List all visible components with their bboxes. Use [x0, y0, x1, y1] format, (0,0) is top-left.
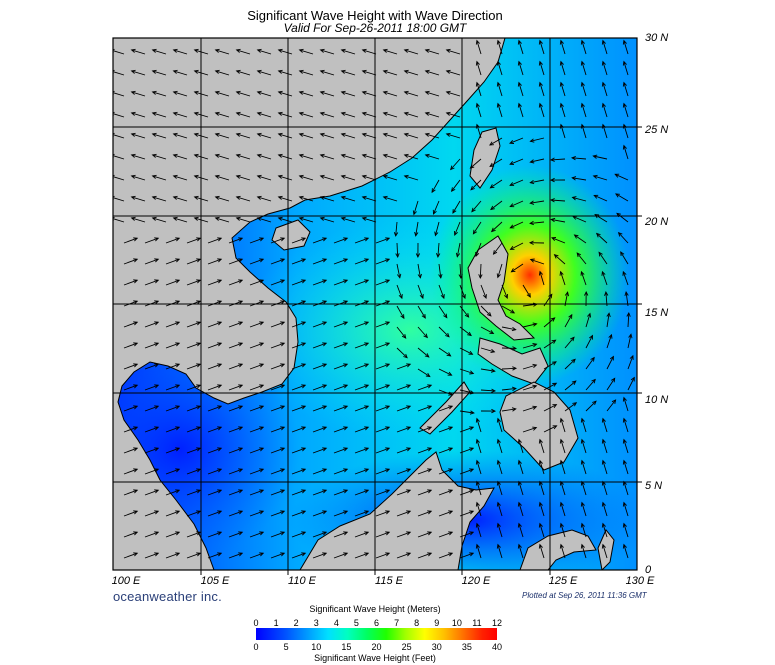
- map-subtitle: Valid For Sep-26-2011 18:00 GMT: [283, 21, 467, 35]
- graticule: [113, 38, 637, 570]
- sulawesi-island: [519, 529, 597, 570]
- luzon-island: [467, 235, 536, 341]
- y-tick-label: 5 N: [645, 480, 663, 492]
- x-tick-label: 110 E: [288, 575, 316, 587]
- colorbar-meters-tick: 7: [394, 618, 400, 628]
- colorbar-meters-tick: 12: [491, 618, 503, 628]
- colorbar-feet-tick: 5: [283, 642, 289, 652]
- plotted-timestamp: Plotted at Sep 26, 2011 11:36 GMT: [522, 591, 647, 600]
- y-tick-label: 15 N: [645, 307, 669, 319]
- visayas-islands: [477, 337, 549, 385]
- wave-direction-arrows: [113, 39, 635, 559]
- colorbar-title-feet: Significant Wave Height (Feet): [314, 653, 436, 663]
- colorbar-title-meters: Significant Wave Height (Meters): [309, 604, 441, 614]
- y-tick-label: 0: [645, 564, 652, 576]
- colorbar-meters-tick: 0: [253, 618, 259, 628]
- colorbar-meters-tick: 5: [353, 618, 359, 628]
- colorbar-feet-tick: 20: [371, 642, 382, 652]
- colorbar-feet-tick: 30: [431, 642, 442, 652]
- halmahera-island: [597, 529, 615, 570]
- colorbar-meters-tick: 8: [414, 618, 420, 628]
- colorbar-meters-tick: 10: [451, 618, 462, 628]
- colorbar-meters-tick: 6: [373, 618, 380, 628]
- colorbar-feet-tick: 40: [491, 642, 503, 652]
- axis-ticks: [200, 126, 642, 575]
- colorbar-feet-tick: 35: [461, 642, 472, 652]
- brand-logo: oceanweather inc.: [113, 589, 222, 604]
- x-tick-label: 125 E: [548, 575, 578, 587]
- colorbar-feet-tick: 25: [401, 642, 412, 652]
- colorbar: [256, 628, 497, 640]
- colorbar-meters-tick: 3: [313, 618, 319, 628]
- colorbar-meters-tick: 11: [472, 618, 482, 628]
- colorbar-feet-tick: 15: [341, 642, 352, 652]
- x-tick-label: 130 E: [625, 575, 655, 587]
- colorbar-meters-tick: 9: [434, 618, 440, 628]
- wave-map: [112, 37, 642, 575]
- y-tick-label: 10 N: [645, 394, 669, 406]
- y-tick-label: 20 N: [645, 216, 669, 228]
- colorbar-meters-tick: 4: [333, 618, 339, 628]
- x-tick-label: 115 E: [375, 575, 403, 587]
- storm-wave-maximum: [430, 165, 630, 385]
- y-tick-label: 30 N: [645, 32, 669, 44]
- colorbar-feet-tick: 0: [253, 642, 259, 652]
- x-tick-label: 120 E: [461, 575, 491, 587]
- hainan-island: [271, 219, 311, 251]
- y-tick-label: 25 N: [645, 124, 669, 136]
- colorbar-meters-tick: 1: [273, 618, 279, 628]
- map-title: Significant Wave Height with Wave Direct…: [247, 8, 503, 23]
- x-tick-label: 105 E: [200, 575, 230, 587]
- x-tick-label: 100 E: [111, 575, 141, 587]
- colorbar-meters-tick: 2: [293, 618, 299, 628]
- colorbar-feet-tick: 10: [311, 642, 322, 652]
- plot-area: [113, 38, 637, 570]
